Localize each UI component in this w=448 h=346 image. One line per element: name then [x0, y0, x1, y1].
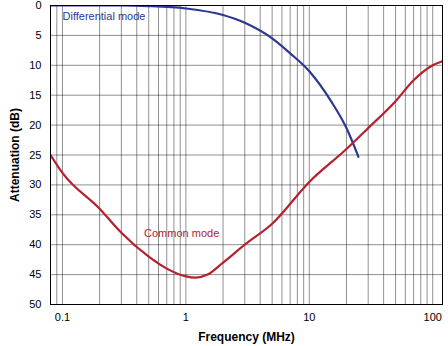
svg-text:10: 10: [303, 311, 315, 323]
svg-text:10: 10: [29, 59, 41, 71]
svg-text:45: 45: [29, 268, 41, 280]
svg-text:1: 1: [183, 311, 189, 323]
svg-text:30: 30: [29, 178, 41, 190]
svg-text:40: 40: [29, 238, 41, 250]
svg-text:0.1: 0.1: [55, 311, 70, 323]
svg-text:20: 20: [29, 119, 41, 131]
svg-text:Attenuation (dB): Attenuation (dB): [8, 108, 22, 202]
svg-text:0: 0: [35, 0, 41, 11]
svg-text:5: 5: [35, 29, 41, 41]
svg-text:Differential mode: Differential mode: [63, 10, 146, 22]
svg-text:100: 100: [424, 311, 442, 323]
svg-text:25: 25: [29, 149, 41, 161]
svg-text:15: 15: [29, 89, 41, 101]
svg-text:35: 35: [29, 208, 41, 220]
svg-text:Frequency (MHz): Frequency (MHz): [198, 330, 295, 344]
svg-text:50: 50: [29, 298, 41, 310]
svg-text:Common mode: Common mode: [144, 227, 219, 239]
